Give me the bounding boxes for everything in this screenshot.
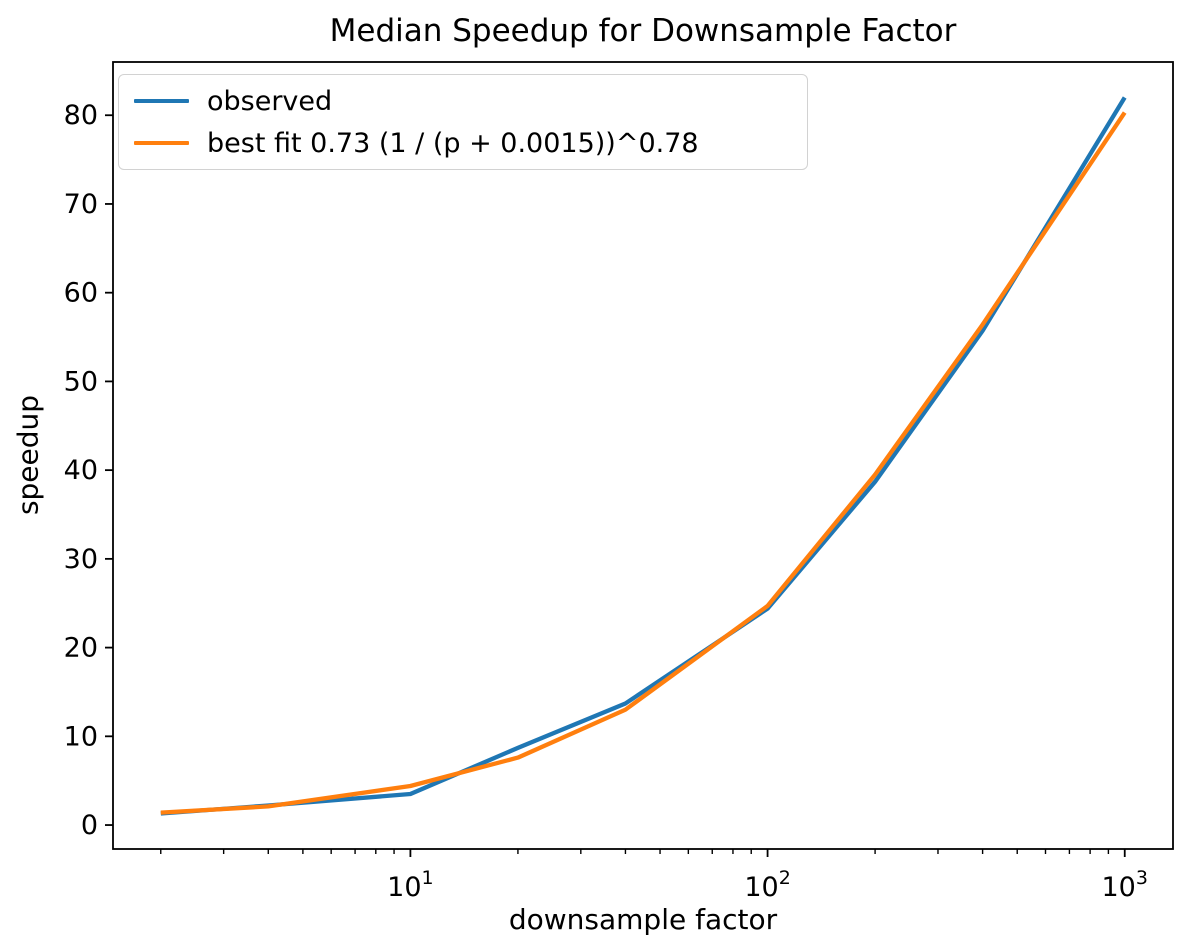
x-tick-label: 103: [1102, 867, 1148, 903]
legend-label-observed: observed: [207, 85, 333, 117]
legend-entry-best-fit: best fit 0.73 (1 / (p + 0.0015))^0.78: [119, 123, 807, 163]
y-tick-label: 20: [64, 633, 98, 664]
y-tick-label: 10: [64, 721, 98, 752]
y-tick-label: 50: [64, 366, 98, 397]
x-tick-label: 102: [744, 867, 790, 903]
y-tick-label: 60: [64, 278, 98, 309]
x-axis-label: downsample factor: [508, 903, 778, 936]
axes-spines: [112, 61, 1174, 850]
y-tick-label: 30: [64, 544, 98, 575]
best-fit-line: [160, 111, 1127, 815]
y-tick-label: 40: [64, 455, 98, 486]
y-tick-label: 0: [81, 810, 98, 841]
legend: observed best fit 0.73 (1 / (p + 0.0015)…: [118, 74, 808, 170]
y-tick-label: 70: [64, 189, 98, 220]
chart-title: Median Speedup for Downsample Factor: [329, 13, 957, 49]
legend-label-best-fit: best fit 0.73 (1 / (p + 0.0015))^0.78: [207, 127, 699, 159]
y-tick-label: 80: [64, 100, 98, 131]
x-tick-label: 101: [387, 867, 433, 903]
best-fit-line-swatch: [134, 140, 189, 146]
observed-line: [160, 96, 1127, 816]
legend-entry-observed: observed: [119, 81, 807, 121]
observed-line-swatch: [134, 98, 189, 104]
y-axis-label: speedup: [11, 394, 45, 516]
